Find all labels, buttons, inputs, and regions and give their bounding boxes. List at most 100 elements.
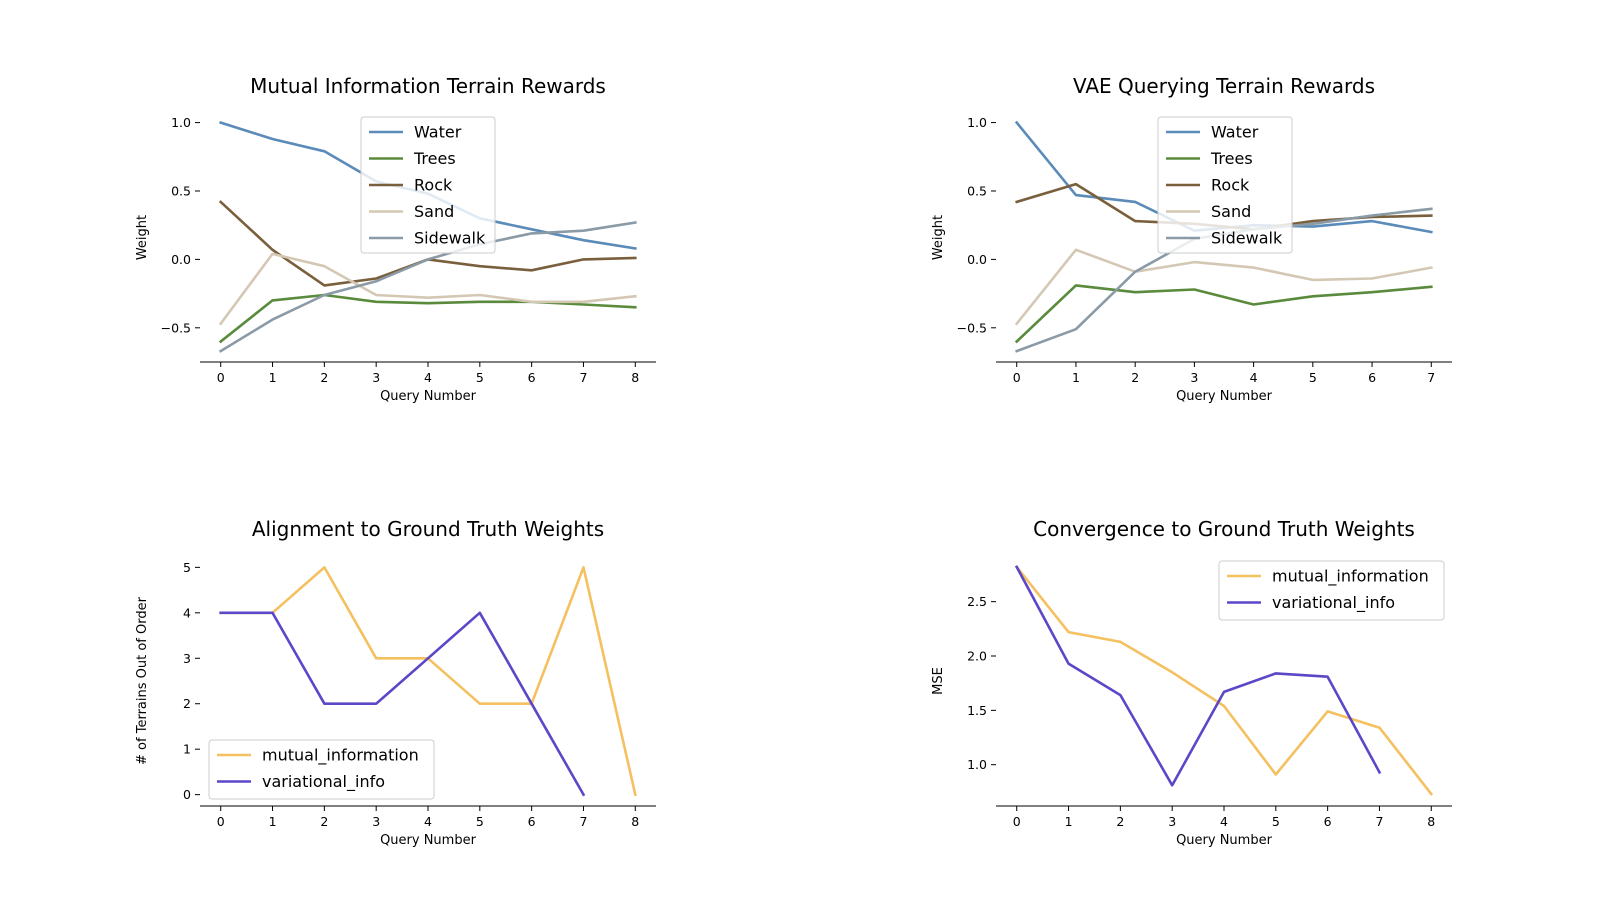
- y-tick-label: 4: [183, 605, 191, 620]
- series-line-variational-info: [1014, 565, 1382, 787]
- chart-title: Mutual Information Terrain Rewards: [250, 74, 606, 98]
- legend-box: [1218, 560, 1445, 621]
- chart-title: Convergence to Ground Truth Weights: [1033, 517, 1415, 541]
- y-axis-label: Weight: [931, 215, 946, 260]
- x-tick-label: 0: [1013, 814, 1021, 829]
- x-tick-label: 6: [528, 814, 536, 829]
- x-tick-label: 5: [1309, 370, 1317, 385]
- x-tick-label: 0: [217, 370, 225, 385]
- x-tick-label: 0: [1013, 370, 1021, 385]
- x-tick-label: 1: [269, 814, 277, 829]
- x-tick-label: 3: [372, 370, 380, 385]
- legend-label-variational-info: variational_info: [1272, 593, 1395, 613]
- x-tick-label: 3: [1190, 370, 1198, 385]
- x-tick-label: 5: [476, 370, 484, 385]
- legend: Water Trees Rock Sand Sidewalk: [1157, 116, 1293, 254]
- chart-vae-querying-terrain-rewards: VAE Querying Terrain Rewards Query Numbe…: [931, 74, 1452, 404]
- x-tick-label: 5: [1272, 814, 1280, 829]
- legend: mutual_information variational_info: [208, 739, 435, 800]
- x-tick-label: 6: [528, 370, 536, 385]
- y-tick-label: 2.5: [967, 594, 987, 609]
- x-tick-label: 7: [579, 370, 587, 385]
- y-tick-label: 2.0: [967, 649, 987, 664]
- y-tick-label: 1.0: [171, 115, 191, 130]
- x-axis-label: Query Number: [380, 833, 477, 848]
- chart-mutual-information-terrain-rewards: Mutual Information Terrain Rewards Query…: [135, 74, 656, 404]
- x-tick-label: 5: [476, 814, 484, 829]
- legend-label-water: Water: [414, 123, 462, 142]
- x-tick-label: 2: [1131, 370, 1139, 385]
- x-tick-label: 2: [320, 814, 328, 829]
- x-tick-label: 4: [1250, 370, 1258, 385]
- x-tick-label: 4: [424, 370, 432, 385]
- x-tick-label: 7: [1375, 814, 1383, 829]
- y-tick-label: 1: [183, 742, 191, 757]
- y-tick-label: 0: [183, 787, 191, 802]
- x-tick-label: 6: [1324, 814, 1332, 829]
- legend: Water Trees Rock Sand Sidewalk: [360, 116, 496, 254]
- legend-box: [208, 739, 435, 800]
- x-tick-label: 4: [1220, 814, 1228, 829]
- y-tick-label: 0.0: [967, 252, 987, 267]
- legend-label-trees: Trees: [413, 149, 456, 168]
- y-axis-label: MSE: [931, 667, 946, 695]
- series-line-mutual-information: [1014, 565, 1434, 796]
- x-tick-label: 1: [1072, 370, 1080, 385]
- series-line-trees: [1014, 284, 1433, 344]
- legend-box: [360, 116, 496, 254]
- y-tick-label: 5: [183, 560, 191, 575]
- y-axis-label: # of Terrains Out of Order: [135, 596, 150, 765]
- y-tick-label: 1.0: [967, 115, 987, 130]
- x-tick-label: 3: [372, 814, 380, 829]
- x-tick-label: 4: [424, 814, 432, 829]
- chart-alignment-to-ground-truth: Alignment to Ground Truth Weights Query …: [135, 517, 656, 848]
- y-axis-label: Weight: [135, 215, 150, 260]
- x-tick-label: 8: [631, 370, 639, 385]
- legend-label-rock: Rock: [1211, 176, 1250, 195]
- legend-label-water: Water: [1211, 123, 1259, 142]
- legend: mutual_information variational_info: [1218, 560, 1445, 621]
- y-tick-label: 0.5: [171, 183, 191, 198]
- legend-label-sidewalk: Sidewalk: [414, 229, 486, 248]
- y-tick-label: 1.5: [967, 703, 987, 718]
- y-tick-label: 1.0: [967, 757, 987, 772]
- x-tick-label: 7: [1427, 370, 1435, 385]
- legend-label-sand: Sand: [414, 202, 454, 221]
- x-axis-label: Query Number: [1176, 833, 1273, 848]
- series-line-sidewalk: [218, 221, 637, 353]
- chart-title: Alignment to Ground Truth Weights: [252, 517, 604, 541]
- x-tick-label: 1: [269, 370, 277, 385]
- x-axis-label: Query Number: [1176, 389, 1273, 404]
- x-axis-label: Query Number: [380, 389, 477, 404]
- y-tick-label: 3: [183, 651, 191, 666]
- y-tick-label: 0.5: [967, 183, 987, 198]
- legend-label-mutual-information: mutual_information: [262, 746, 419, 766]
- x-tick-label: 0: [217, 814, 225, 829]
- legend-box: [1157, 116, 1293, 254]
- series-line-sand: [218, 252, 637, 326]
- y-tick-label: −0.5: [161, 320, 191, 335]
- y-tick-label: 0.0: [171, 252, 191, 267]
- x-tick-label: 8: [631, 814, 639, 829]
- chart-convergence-to-ground-truth: Convergence to Ground Truth Weights Quer…: [931, 517, 1452, 848]
- x-tick-label: 7: [579, 814, 587, 829]
- series-line-trees: [218, 293, 637, 344]
- x-tick-label: 2: [1116, 814, 1124, 829]
- x-tick-label: 1: [1065, 814, 1073, 829]
- x-tick-label: 8: [1427, 814, 1435, 829]
- legend-label-rock: Rock: [414, 176, 453, 195]
- series-line-sand: [1014, 248, 1433, 326]
- legend-label-sand: Sand: [1211, 202, 1251, 221]
- x-tick-label: 2: [320, 370, 328, 385]
- x-tick-label: 6: [1368, 370, 1376, 385]
- y-tick-label: −0.5: [957, 320, 987, 335]
- series-line-variational-info: [219, 611, 586, 797]
- legend-label-variational-info: variational_info: [262, 772, 385, 792]
- x-tick-label: 3: [1168, 814, 1176, 829]
- legend-label-mutual-information: mutual_information: [1272, 567, 1429, 587]
- y-tick-label: 2: [183, 696, 191, 711]
- chart-title: VAE Querying Terrain Rewards: [1073, 74, 1375, 98]
- legend-label-trees: Trees: [1210, 149, 1253, 168]
